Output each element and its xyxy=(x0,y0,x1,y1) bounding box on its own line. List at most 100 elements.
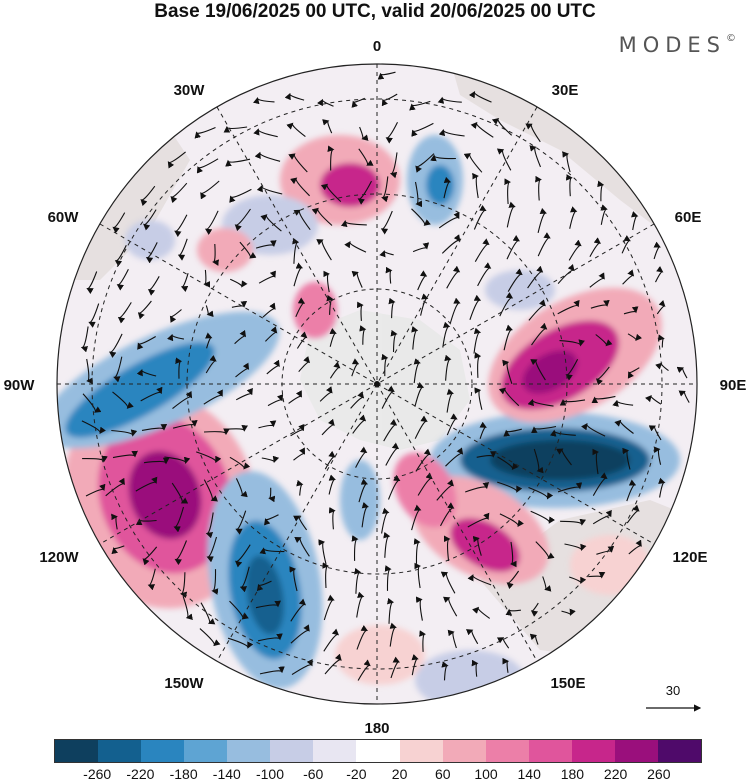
wind-vector xyxy=(259,547,285,555)
wind-vector xyxy=(564,543,587,552)
colorbar-cell xyxy=(356,740,400,762)
wind-vector xyxy=(591,395,616,404)
wind-vector xyxy=(169,309,182,323)
wind-vector xyxy=(235,387,253,401)
wind-vector xyxy=(321,418,335,436)
wind-vector xyxy=(255,600,281,609)
wind-vector xyxy=(323,594,335,621)
wind-vector xyxy=(621,235,631,254)
wind-vector xyxy=(438,128,465,137)
wind-vector xyxy=(137,336,156,350)
wind-vectors xyxy=(80,71,690,681)
wind-vector xyxy=(323,270,330,293)
wind-vector xyxy=(592,448,600,475)
wind-vector xyxy=(503,428,522,437)
wind-vector xyxy=(257,633,283,642)
wind-vector xyxy=(377,71,396,80)
wind-vector xyxy=(557,299,580,315)
wind-vector xyxy=(86,271,98,295)
wind-vector xyxy=(105,477,125,497)
wind-vector xyxy=(291,659,313,676)
wind-vector xyxy=(470,121,494,138)
wind-vector xyxy=(147,568,156,591)
south-america-landmass xyxy=(60,130,190,280)
wind-vector xyxy=(592,472,608,496)
wind-vector xyxy=(141,423,168,431)
wind-vector xyxy=(203,479,219,502)
colorbar-tick-label: 260 xyxy=(647,766,671,782)
colorbar-tick-label: -140 xyxy=(212,766,241,782)
wind-vector xyxy=(441,661,449,681)
wind-vector xyxy=(386,597,395,624)
wind-vector xyxy=(268,487,276,503)
wind-vector xyxy=(320,183,342,203)
wind-vector xyxy=(381,385,395,409)
wind-vector xyxy=(293,262,304,287)
wind-vector xyxy=(173,506,185,533)
wind-vector xyxy=(205,512,214,539)
positive-anomaly-10w-core xyxy=(320,163,380,207)
vector-scale-label: 30 xyxy=(666,683,680,698)
wind-vector xyxy=(628,539,642,555)
map-disc xyxy=(57,64,697,704)
wind-vector xyxy=(472,606,491,619)
wind-vector xyxy=(559,339,585,347)
wind-vector xyxy=(317,98,334,107)
wind-vector xyxy=(411,654,419,676)
wind-vector xyxy=(82,455,108,463)
colorbar-cell xyxy=(227,740,271,762)
wind-vector xyxy=(116,269,129,291)
wind-vector xyxy=(468,90,492,103)
wind-vector xyxy=(469,294,482,320)
colorbar-cell xyxy=(270,740,314,762)
wind-vector xyxy=(355,446,368,468)
wind-vector xyxy=(256,580,272,592)
wind-vector xyxy=(505,608,521,616)
wind-vector xyxy=(529,145,542,168)
wind-vector xyxy=(145,242,158,264)
wind-vector xyxy=(381,507,390,534)
wind-vector xyxy=(581,422,606,437)
colorbar-cell xyxy=(571,740,615,762)
lon-label-60e: 60E xyxy=(675,209,702,226)
wind-vector xyxy=(473,327,482,354)
wind-vector xyxy=(626,504,640,524)
wind-vector xyxy=(354,567,362,594)
wind-vector xyxy=(296,479,304,496)
wind-vector xyxy=(194,126,216,139)
wind-vector xyxy=(223,125,248,133)
wind-vector xyxy=(329,361,341,379)
colorbar-cell xyxy=(485,740,529,762)
wind-vector xyxy=(351,358,360,377)
wind-vector xyxy=(350,391,365,409)
colorbar xyxy=(54,739,702,763)
wind-vector xyxy=(253,97,275,105)
south-pole-marker xyxy=(374,381,380,387)
wind-vector xyxy=(446,413,458,436)
wind-vector xyxy=(289,566,298,592)
wind-vector xyxy=(324,450,336,470)
wind-vector xyxy=(412,242,430,253)
wind-vector xyxy=(549,429,576,437)
wind-vector xyxy=(147,276,160,296)
wind-vector xyxy=(174,540,188,566)
wind-vector xyxy=(627,333,643,342)
wind-vector xyxy=(135,518,157,526)
wind-vector xyxy=(196,451,222,464)
wind-vector xyxy=(627,367,640,379)
wind-vector xyxy=(174,214,188,238)
colorbar-tick-labels: -260 -220 -180 -140 -100 -60 -20 20 60 100 140 180 2… xyxy=(0,766,750,782)
wind-vector xyxy=(503,324,513,351)
wind-vector xyxy=(597,180,605,202)
positive-anomaly-140e-core xyxy=(450,518,520,572)
colorbar-cell xyxy=(399,740,443,762)
lon-label-0: 0 xyxy=(373,38,381,55)
wind-vector xyxy=(200,180,220,200)
colorbar-tick-label: 20 xyxy=(391,766,408,782)
wind-vector xyxy=(389,622,397,647)
wind-vector xyxy=(351,270,363,288)
meridian-30e-150w xyxy=(216,106,538,662)
wind-vector xyxy=(359,126,369,141)
lon-label-90w: 90W xyxy=(4,377,36,394)
wind-vector xyxy=(204,210,219,235)
